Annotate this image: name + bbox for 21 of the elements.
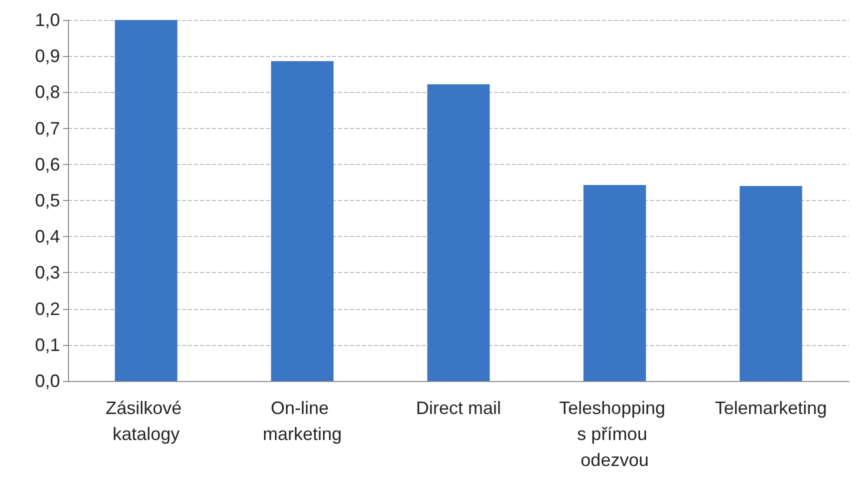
y-tick-label: 0,8 <box>34 82 60 102</box>
x-tick-label: Zásilkové katalogy <box>106 398 187 444</box>
y-tick-label: 0,5 <box>34 190 60 210</box>
y-tick-label: 1,0 <box>34 10 60 30</box>
y-tick-label: 0,2 <box>34 298 60 319</box>
bar <box>583 184 646 381</box>
x-tick-label: On-line marketing <box>262 398 342 444</box>
y-tick-label: 0,7 <box>34 118 60 138</box>
y-tick-label: 0,6 <box>34 154 60 174</box>
bar <box>740 186 802 381</box>
x-tick-label: Telemarketing <box>714 398 827 418</box>
y-tick-label: 0,4 <box>34 226 60 247</box>
y-tick-label: 0,9 <box>34 46 60 66</box>
y-tick-label: 0,3 <box>34 262 60 283</box>
x-tick-label: Teleshopping s přímou odezvou <box>559 398 670 470</box>
bar <box>114 20 178 381</box>
x-tick-label: Direct mail <box>416 398 502 418</box>
y-tick-label: 0,1 <box>34 334 60 355</box>
y-tick-label: 0,0 <box>34 371 60 391</box>
bar <box>271 61 334 381</box>
bar <box>427 84 490 381</box>
